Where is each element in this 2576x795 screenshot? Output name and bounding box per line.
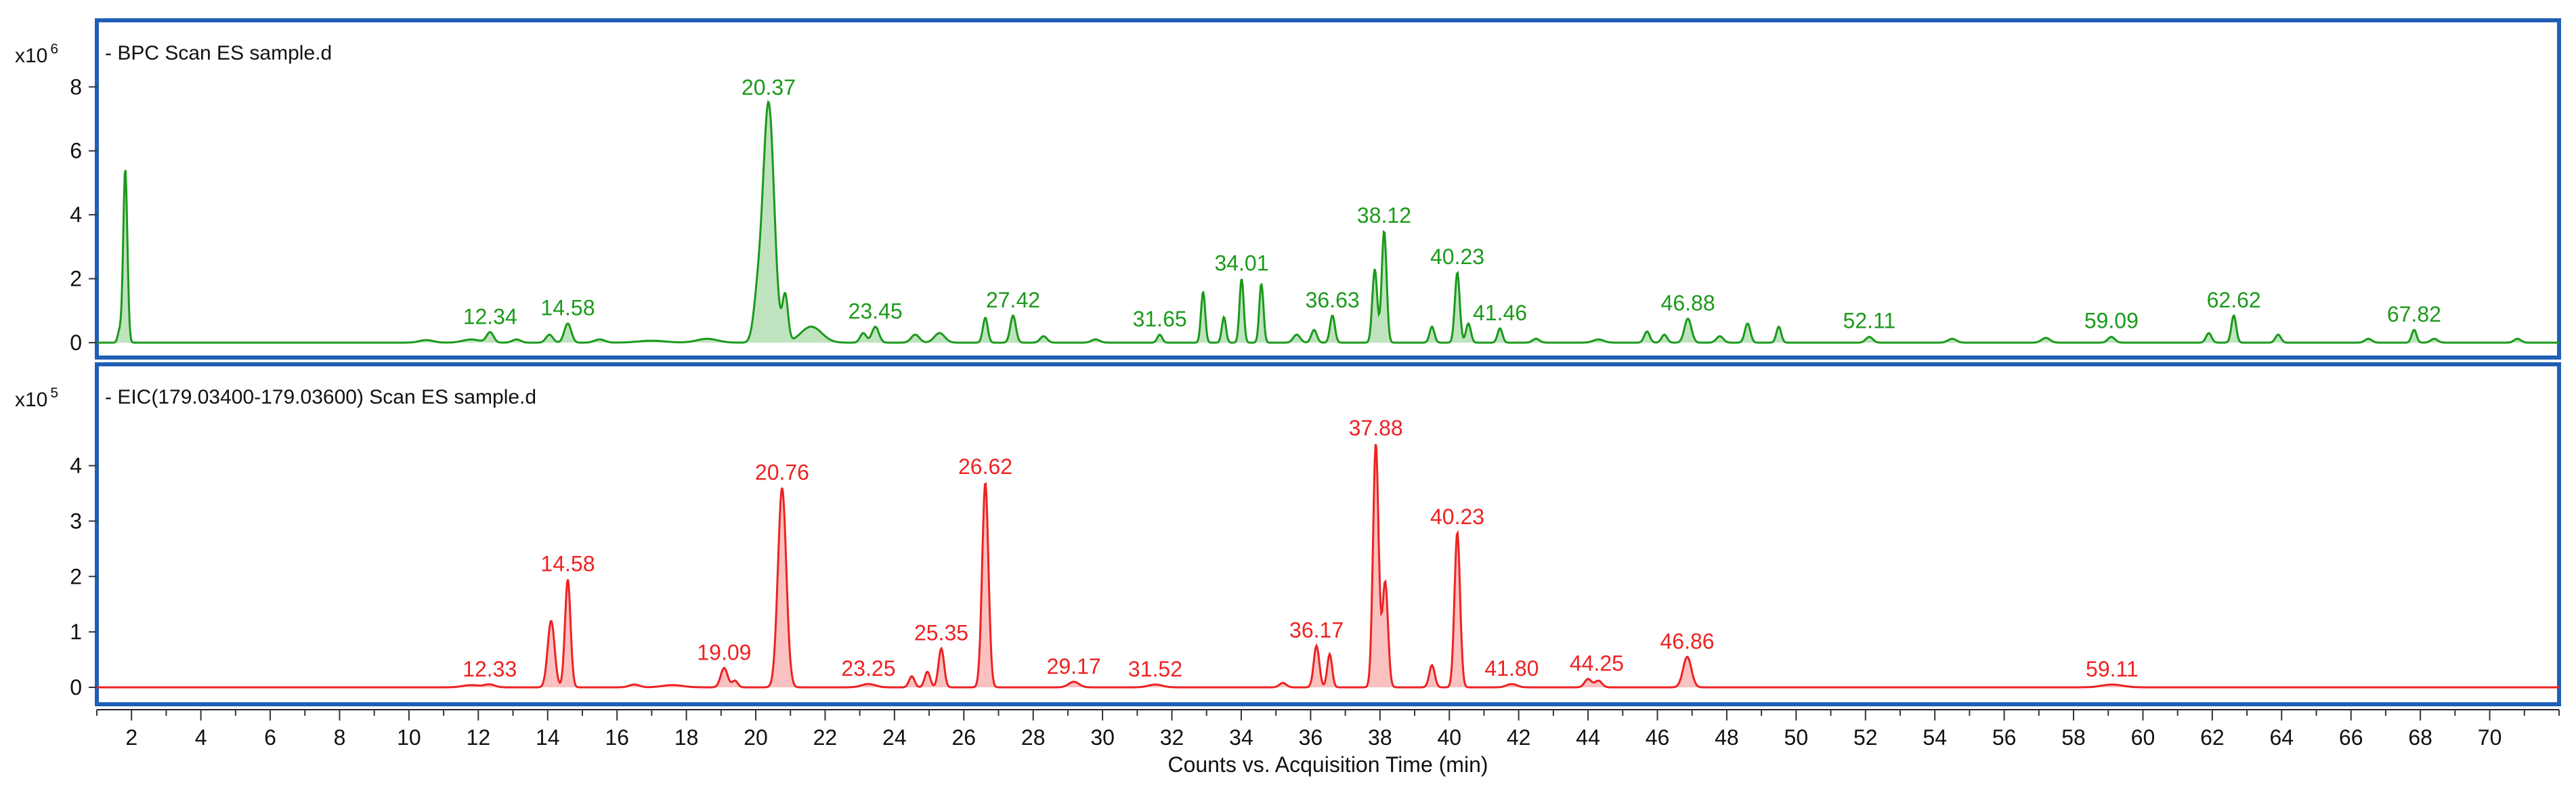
eic-peak-label: 37.88 <box>1349 416 1403 440</box>
eic-peak-label: 44.25 <box>1570 651 1624 676</box>
x-tick-label: 60 <box>2131 725 2155 750</box>
eic-trace-line <box>97 444 2559 689</box>
eic-y-tick-label: 1 <box>70 620 82 644</box>
eic-peak-label: 36.17 <box>1289 618 1344 643</box>
bpc-peak-label: 23.45 <box>849 299 903 323</box>
x-tick-label: 16 <box>605 725 629 750</box>
eic-y-tick-label: 2 <box>70 564 82 588</box>
eic-panel-frame <box>95 362 2561 706</box>
bpc-peak-label: 31.65 <box>1133 307 1187 331</box>
bpc-peak-label: 52.11 <box>1843 309 1896 333</box>
x-tick-label: 4 <box>195 725 207 750</box>
bpc-trace-line <box>97 100 2559 344</box>
eic-peak-label: 20.76 <box>755 460 809 484</box>
bpc-peak-label: 20.37 <box>742 75 796 100</box>
x-tick-label: 14 <box>536 725 560 750</box>
bpc-y-axis: 0 2 4 6 8 <box>70 74 97 355</box>
bpc-y-tick-label: 4 <box>70 202 82 227</box>
bpc-peak-label: 41.46 <box>1473 301 1527 325</box>
x-tick-label: 64 <box>2270 725 2294 750</box>
x-tick-label: 24 <box>882 725 907 750</box>
eic-peak-label: 59.11 <box>2086 657 2139 681</box>
bpc-panel[interactable]: - BPC Scan ES sample.d x10 6 0 2 4 6 8 20.37 1… <box>15 18 2561 360</box>
eic-peak-labels: 37.88 26.62 20.76 40.23 14.58 36.17 25.35 46.86… <box>463 416 2139 681</box>
bpc-scale-label: x10 6 <box>15 41 58 67</box>
eic-peak-label: 25.35 <box>914 621 968 645</box>
x-tick-label: 44 <box>1576 725 1600 750</box>
bpc-y-tick-label: 0 <box>70 330 82 355</box>
eic-peak-label: 12.33 <box>463 657 517 681</box>
x-tick-label: 54 <box>1923 725 1947 750</box>
x-tick-label: 8 <box>334 725 346 750</box>
bpc-y-tick-label: 6 <box>70 139 82 163</box>
eic-peak-label: 41.80 <box>1484 656 1539 681</box>
eic-panel[interactable]: - EIC(179.03400-179.03600) Scan ES sampl… <box>15 362 2561 706</box>
bpc-peak-label: 12.34 <box>463 304 517 328</box>
bpc-peak-label: 46.88 <box>1661 291 1715 316</box>
eic-y-tick-label: 3 <box>70 509 82 533</box>
x-tick-label: 36 <box>1299 725 1323 750</box>
x-tick-label: 30 <box>1090 725 1115 750</box>
eic-peak-label: 26.62 <box>958 454 1012 479</box>
x-tick-label: 52 <box>1853 725 1878 750</box>
bpc-peak-label: 14.58 <box>540 296 595 320</box>
eic-peak-label: 31.52 <box>1128 657 1182 681</box>
bpc-y-tick-label: 8 <box>70 74 82 99</box>
bpc-panel-title: - BPC Scan ES sample.d <box>105 42 332 64</box>
eic-trace <box>97 444 2559 689</box>
x-tick-label: 46 <box>1646 725 1670 750</box>
eic-scale-label: x10 5 <box>15 385 58 411</box>
bpc-peak-label: 38.12 <box>1357 203 1411 228</box>
eic-peak-label: 46.86 <box>1660 629 1715 653</box>
x-tick-label: 18 <box>674 725 699 750</box>
x-tick-label: 68 <box>2408 725 2432 750</box>
x-tick-label: 2 <box>125 725 137 750</box>
x-tick-label: 40 <box>1437 725 1461 750</box>
x-axis-title: Counts vs. Acquisition Time (min) <box>1167 752 1488 777</box>
bpc-peak-label: 34.01 <box>1214 251 1268 276</box>
eic-peak-label: 40.23 <box>1430 504 1484 529</box>
bpc-peak-label: 62.62 <box>2207 288 2261 312</box>
eic-peak-label: 29.17 <box>1047 654 1101 679</box>
x-tick-label: 12 <box>467 725 491 750</box>
x-tick-label: 6 <box>264 725 276 750</box>
eic-y-tick-label: 4 <box>70 454 82 478</box>
eic-peak-label: 19.09 <box>697 640 751 664</box>
bpc-panel-frame <box>95 18 2561 360</box>
x-tick-label: 26 <box>951 725 976 750</box>
x-tick-label: 48 <box>1715 725 1739 750</box>
x-axis: 2 4 6 8 10 12 14 16 18 20 22 24 26 28 30 32 34 36 38 40 42 44… <box>96 709 2560 750</box>
x-tick-label: 20 <box>744 725 768 750</box>
x-tick-label: 10 <box>397 725 421 750</box>
x-tick-label: 50 <box>1784 725 1809 750</box>
eic-panel-title: - EIC(179.03400-179.03600) Scan ES sampl… <box>105 386 536 408</box>
eic-peak-label: 14.58 <box>540 551 595 576</box>
bpc-peak-label: 59.09 <box>2084 309 2139 333</box>
x-tick-label: 34 <box>1229 725 1253 750</box>
x-tick-label: 70 <box>2478 725 2502 750</box>
x-tick-label: 32 <box>1160 725 1184 750</box>
x-tick-label: 58 <box>2061 725 2086 750</box>
bpc-peak-label: 40.23 <box>1430 244 1484 269</box>
eic-y-axis: 0 1 2 3 4 <box>70 454 97 700</box>
x-tick-label: 56 <box>1992 725 2017 750</box>
eic-peak-label: 23.25 <box>841 656 895 681</box>
bpc-peak-label: 36.63 <box>1306 288 1360 312</box>
bpc-peak-label: 67.82 <box>2387 302 2441 326</box>
bpc-peak-labels: 20.37 12.34 14.58 23.45 27.42 31.65 34.01 36.63… <box>463 75 2441 333</box>
bpc-peak-label: 27.42 <box>986 288 1040 312</box>
eic-y-tick-label: 0 <box>70 675 82 700</box>
x-tick-label: 38 <box>1368 725 1392 750</box>
x-tick-label: 22 <box>813 725 838 750</box>
x-tick-label: 28 <box>1021 725 1046 750</box>
bpc-trace <box>97 100 2559 344</box>
x-tick-label: 66 <box>2339 725 2363 750</box>
x-tick-label: 62 <box>2200 725 2225 750</box>
bpc-y-tick-label: 2 <box>70 267 82 291</box>
x-tick-label: 42 <box>1507 725 1531 750</box>
